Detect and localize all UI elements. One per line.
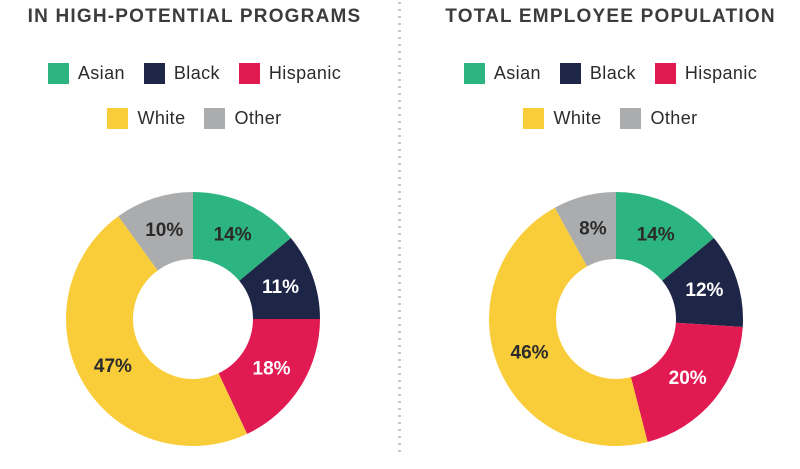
donut-segment-other [118, 192, 193, 271]
donut-segment-other [554, 192, 616, 267]
legend-label-white: White [553, 108, 602, 128]
donut-segment-label-hispanic: 18% [253, 358, 291, 379]
legend-swatch-black [143, 63, 165, 84]
legend-swatch-asian [47, 63, 69, 84]
legend-item-white: White [107, 108, 185, 129]
donut-segment-asian [616, 192, 714, 281]
legend-swatch-hispanic [238, 63, 260, 84]
panel-high-potential: IN HIGH-POTENTIAL PROGRAMS Asian Black H… [0, 0, 399, 469]
donut-segment-label-asian: 14% [637, 224, 675, 245]
donut-segment-label-other: 8% [579, 218, 607, 239]
donut-segment-label-white: 46% [511, 343, 549, 364]
legend-label-other: Other [650, 108, 698, 128]
legend-item-hispanic: Hispanic [654, 63, 758, 84]
donut-segment-black [662, 238, 744, 327]
legend-label-asian: Asian [77, 63, 125, 83]
legend-swatch-other [620, 108, 642, 129]
donut-segment-asian [193, 192, 291, 281]
donut-segment-white [489, 207, 648, 446]
donut-chart-high-potential: 14% 11% 18% 47% 10% [65, 192, 320, 446]
legend-item-other: Other [620, 108, 697, 129]
legend-label-hispanic: Hispanic [684, 63, 758, 83]
donut-chart-total-employees: 14% 12% 20% 46% 8% [489, 192, 744, 446]
legend-item-hispanic: Hispanic [238, 63, 342, 84]
donut-segment-black [239, 238, 320, 319]
donut-segment-hispanic [630, 322, 743, 443]
legend-swatch-white [523, 108, 545, 129]
legend-item-black: Black [559, 63, 636, 84]
legend-swatch-white [107, 108, 129, 129]
legend-label-asian: Asian [493, 63, 541, 83]
legend-item-other: Other [204, 108, 281, 129]
legend-label-hispanic: Hispanic [268, 63, 342, 83]
donut-segment-label-other: 10% [145, 220, 183, 241]
legend-row: White Other [107, 108, 281, 129]
legend-swatch-asian [463, 63, 485, 84]
legend-swatch-other [204, 108, 226, 129]
dotted-divider [398, 2, 401, 457]
legend-item-asian: Asian [47, 63, 125, 84]
donut-segment-label-black: 11% [262, 277, 299, 298]
legend-label-other: Other [234, 108, 282, 128]
legend-label-black: Black [589, 63, 636, 83]
legend-swatch-black [559, 63, 581, 84]
legend-item-asian: Asian [463, 63, 541, 84]
legend-label-white: White [137, 108, 186, 128]
legend-high-potential: Asian Black Hispanic White Oth [0, 63, 389, 129]
donut-segment-label-black: 12% [685, 280, 723, 301]
donut-segment-label-hispanic: 20% [669, 368, 707, 389]
donut-segment-label-asian: 14% [214, 224, 252, 245]
donut-segment-hispanic [218, 319, 320, 434]
legend-item-white: White [523, 108, 601, 129]
chart-title-total-employees: TOTAL EMPLOYEE POPULATION [445, 6, 776, 27]
legend-swatch-hispanic [654, 63, 676, 84]
donut-segment-label-white: 47% [94, 356, 132, 377]
legend-row: White Other [523, 108, 697, 129]
panel-total-employees: TOTAL EMPLOYEE POPULATION Asian Black Hi… [401, 0, 800, 469]
chart-title-high-potential: IN HIGH-POTENTIAL PROGRAMS [27, 6, 362, 27]
legend-label-black: Black [173, 63, 220, 83]
legend-row: Asian Black Hispanic [463, 63, 758, 84]
legend-item-black: Black [143, 63, 220, 84]
legend-total-employees: Asian Black Hispanic White Oth [421, 63, 800, 129]
legend-row: Asian Black Hispanic [47, 63, 342, 84]
donut-segment-white [65, 216, 248, 446]
